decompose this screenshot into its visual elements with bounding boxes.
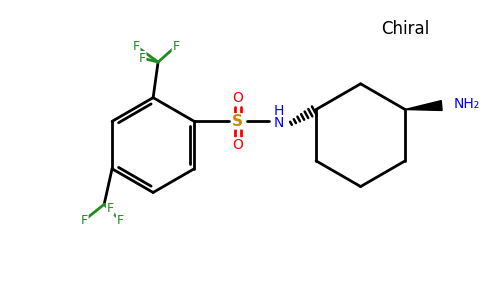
Text: F: F [81,214,88,226]
Text: N: N [274,116,285,130]
Text: H: H [274,104,285,118]
Text: F: F [172,40,180,53]
Text: S: S [232,114,243,129]
Text: F: F [139,52,146,64]
Text: F: F [133,40,140,53]
Text: F: F [106,202,114,215]
Polygon shape [405,100,442,110]
Text: F: F [117,214,123,226]
Text: NH₂: NH₂ [454,97,480,111]
Text: H
N: H N [274,104,285,134]
Text: O: O [232,91,243,105]
Text: O: O [232,138,243,152]
Text: Chiral: Chiral [381,20,429,38]
